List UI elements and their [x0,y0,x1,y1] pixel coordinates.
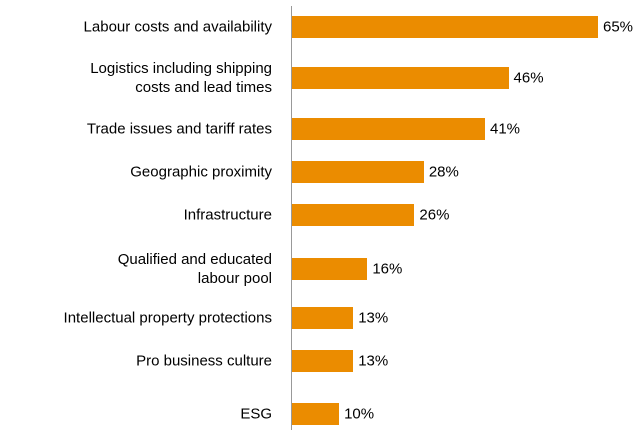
category-label: Infrastructure [183,206,272,224]
value-label: 28% [428,163,459,181]
bar [292,67,509,89]
category-label: Trade issues and tariff rates [86,120,272,138]
category-label: Intellectual property protections [63,309,272,327]
category-label: Logistics including shipping costs and l… [90,60,272,96]
bar [292,307,354,329]
bar [292,204,415,226]
category-label: Labour costs and availability [83,18,272,36]
value-label: 13% [358,352,389,370]
category-label: Pro business culture [136,352,272,370]
category-label: Qualified and educated labour pool [117,251,272,287]
value-label: 26% [419,206,450,224]
value-label: 46% [513,69,544,87]
value-label: 13% [358,309,389,327]
bar [292,350,354,372]
bar [292,403,340,425]
category-label: ESG [240,405,272,423]
axis-line [291,6,292,430]
value-label: 10% [344,405,375,423]
category-label: Geographic proximity [130,163,272,181]
bar [292,258,368,280]
value-label: 16% [372,260,403,278]
bar [292,118,485,140]
value-label: 65% [603,18,634,36]
bar [292,16,598,38]
value-label: 41% [490,120,521,138]
bar [292,161,424,183]
